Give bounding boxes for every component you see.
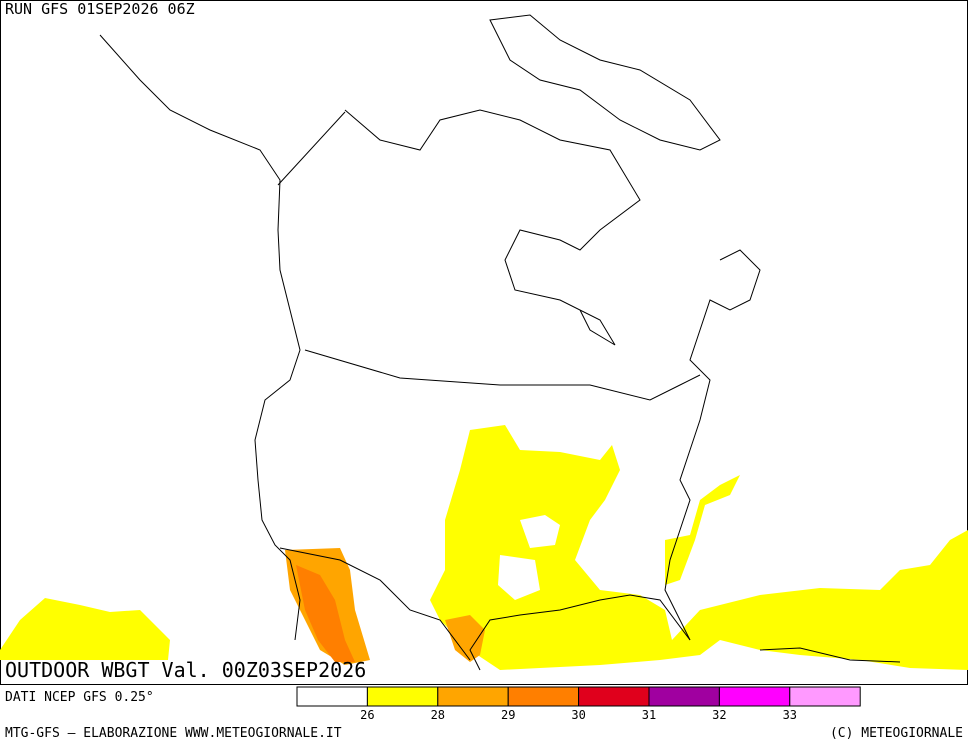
color-box: [507, 686, 580, 707]
tick-label: 33: [783, 708, 797, 722]
tick-label: 32: [712, 708, 726, 722]
tick-label: 29: [501, 708, 515, 722]
source-label: DATI NCEP GFS 0.25°: [5, 690, 154, 705]
color-box: [296, 686, 368, 707]
field-label: OUTDOOR WBGT Val. 00Z03SEP2026: [5, 658, 366, 682]
color-box: [789, 686, 861, 707]
color-box: [718, 686, 791, 707]
map: RUN GFS 01SEP2026 06Z OUTDOOR WBGT Val. …: [0, 0, 968, 685]
footer-right: (C) METEOGIORNALE: [830, 726, 963, 741]
color-box: [578, 686, 650, 707]
tick-label: 26: [360, 708, 374, 722]
run-label: RUN GFS 01SEP2026 06Z: [5, 0, 195, 18]
legend: DATI NCEP GFS 0.25° 26 28 29 30 31 32 33: [5, 686, 861, 722]
color-box: [437, 686, 509, 707]
coastlines: [99, 14, 901, 671]
tick-label: 31: [642, 708, 656, 722]
color-box: [648, 686, 720, 707]
footer-left: MTG-GFS — ELABORAZIONE WWW.METEOGIORNALE…: [5, 726, 342, 741]
color-box: [366, 686, 439, 707]
tick-label: 28: [431, 708, 445, 722]
tick-label: 30: [571, 708, 585, 722]
